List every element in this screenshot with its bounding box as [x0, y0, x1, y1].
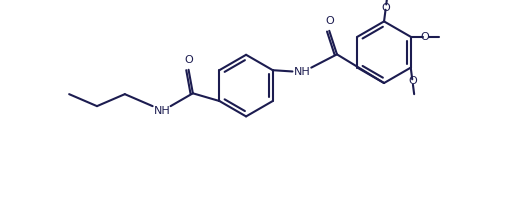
Text: NH: NH	[154, 106, 170, 116]
Text: NH: NH	[293, 67, 310, 77]
Text: O: O	[421, 32, 430, 42]
Text: O: O	[325, 16, 334, 26]
Text: O: O	[408, 76, 417, 86]
Text: O: O	[184, 55, 193, 65]
Text: O: O	[381, 3, 390, 13]
